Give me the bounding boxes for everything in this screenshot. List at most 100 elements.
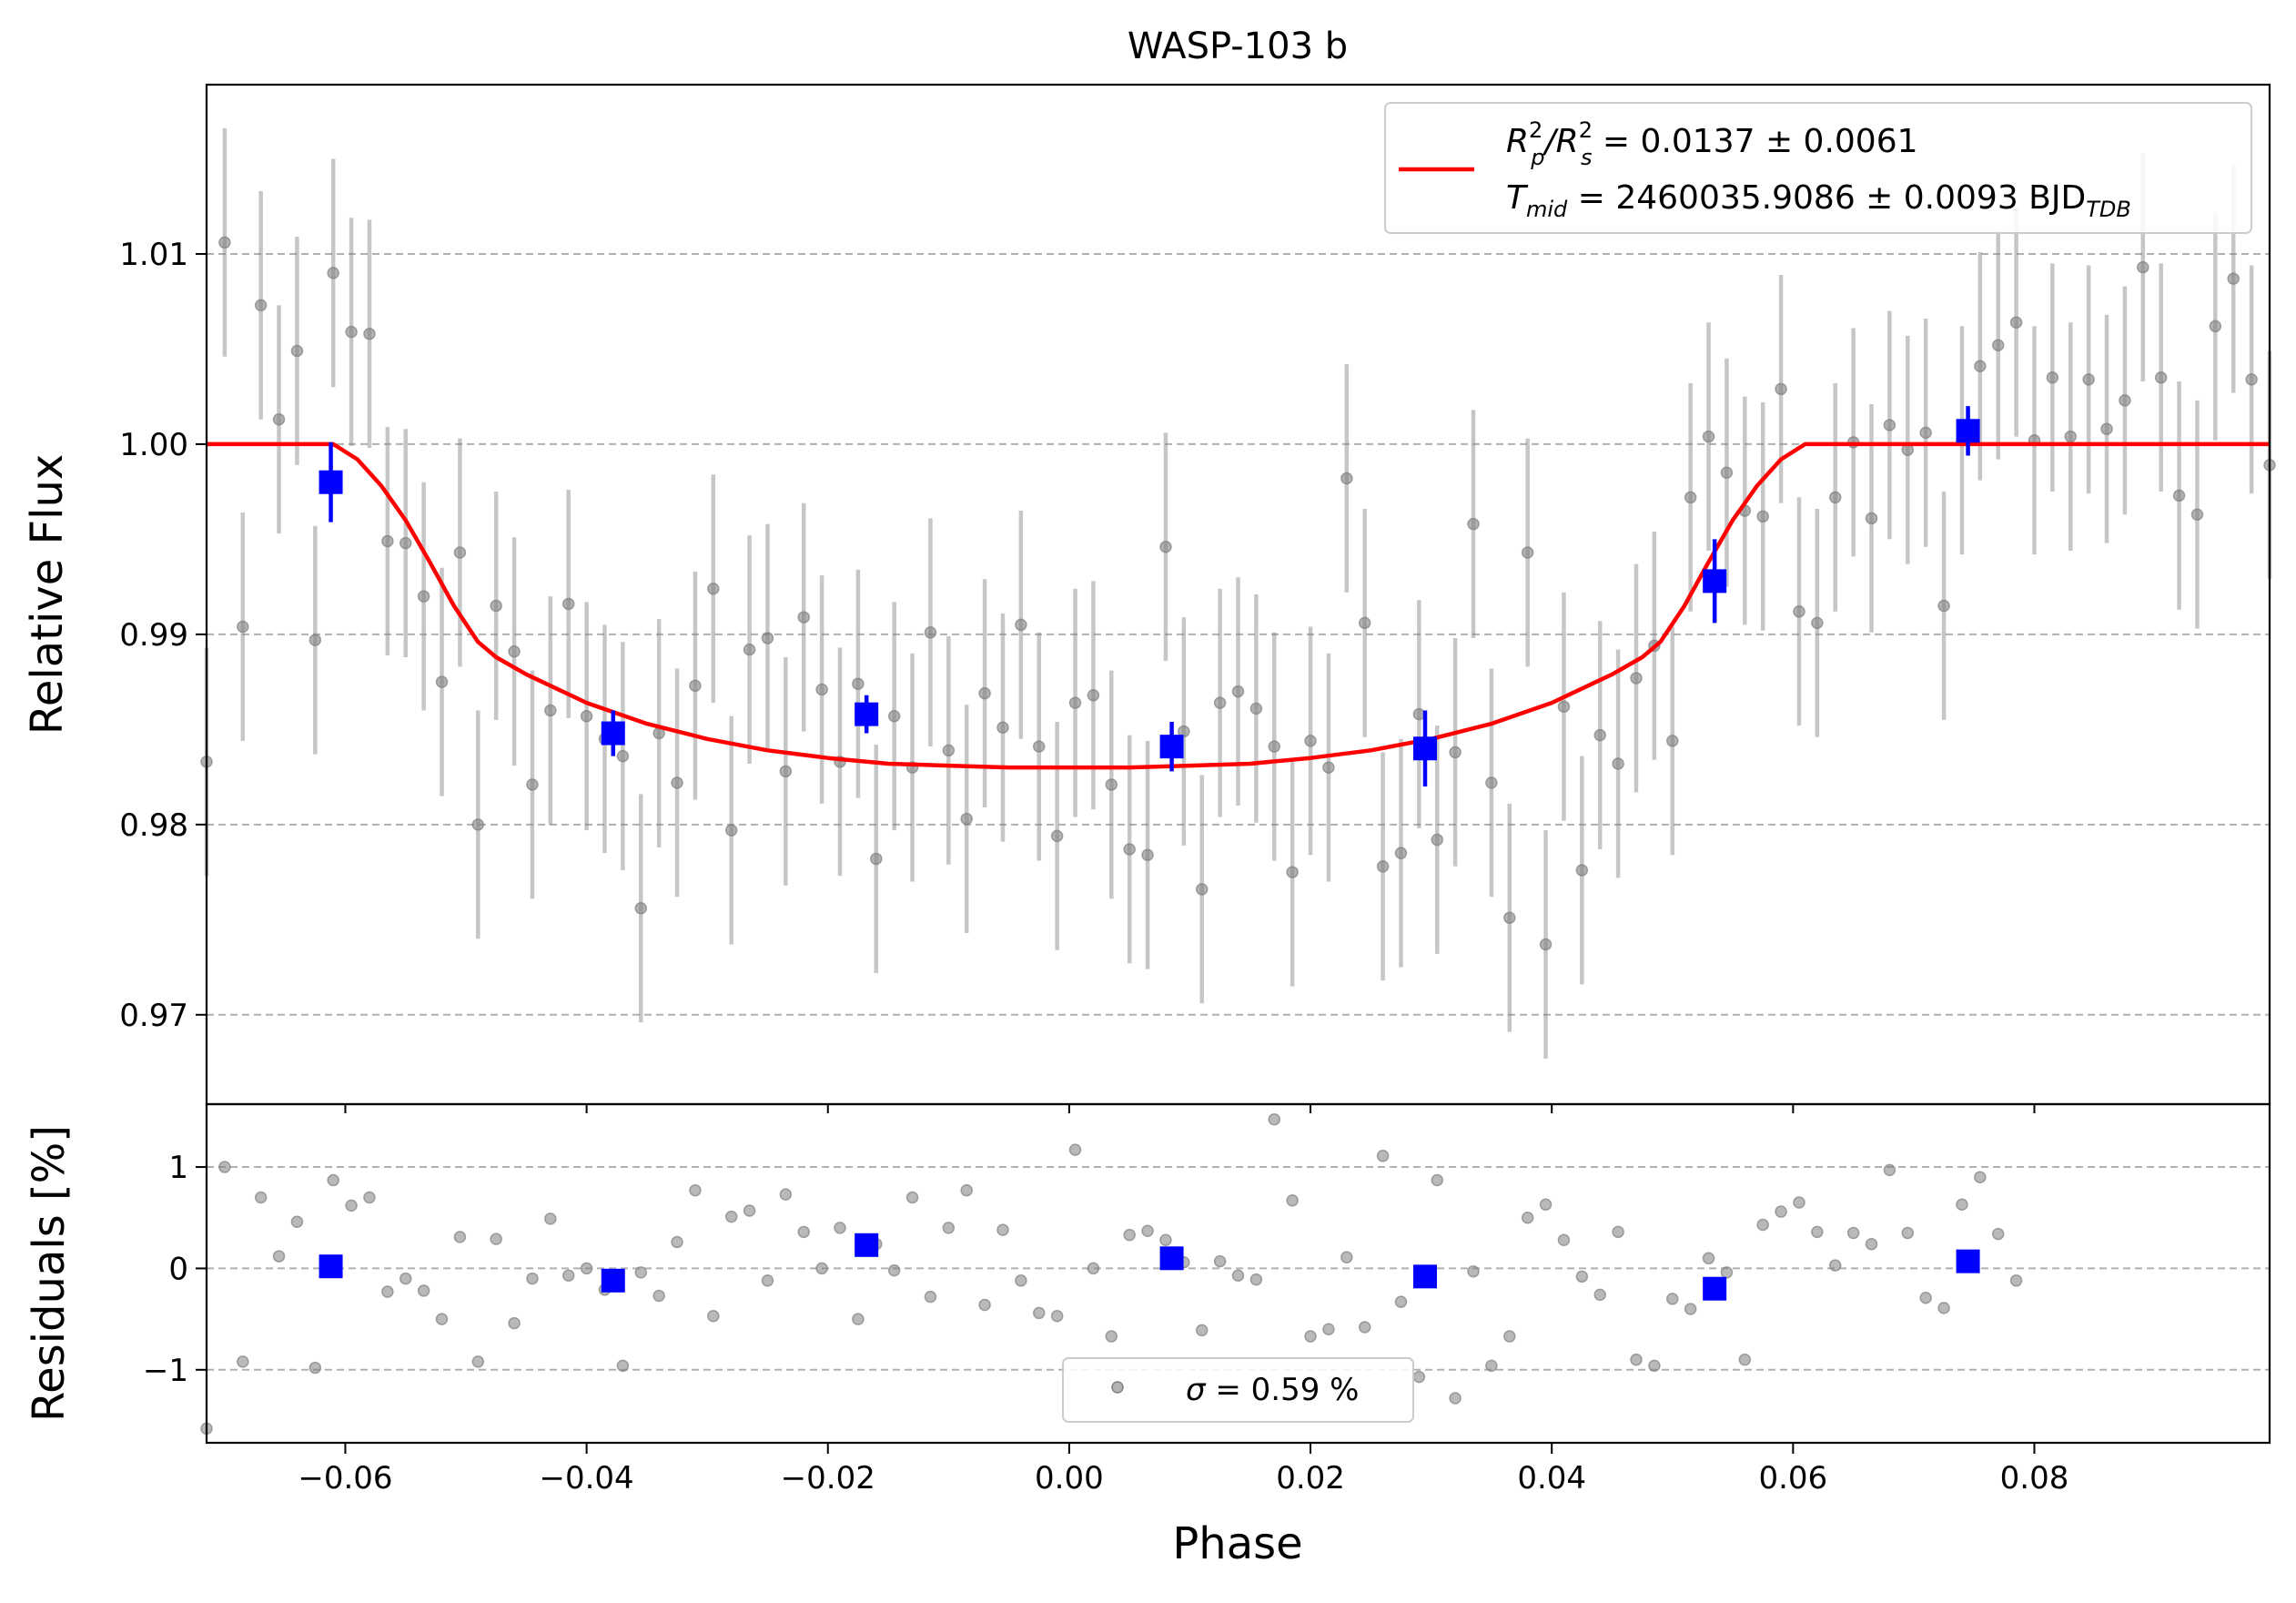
raw-residual-point-20 (561, 1269, 575, 1282)
raw-residual-point-75 (1557, 1233, 1571, 1246)
raw-residual-point-67 (1412, 1370, 1426, 1384)
raw-flux-point-95 (1919, 426, 1932, 440)
raw-residual-point-66 (1394, 1295, 1408, 1308)
raw-flux-point-61 (1304, 735, 1317, 747)
raw-flux-point-40 (924, 626, 937, 639)
legend-t: T (1506, 179, 1529, 217)
raw-flux-point-99 (1991, 339, 2005, 352)
binned-residual-point-6 (1956, 1249, 1980, 1273)
raw-residual-point-58 (1249, 1273, 1263, 1286)
raw-flux-point-68 (1431, 833, 1443, 847)
raw-flux-point-46 (1033, 740, 1046, 753)
raw-residual-point-50 (1105, 1330, 1118, 1343)
raw-residual-point-29 (724, 1210, 738, 1223)
raw-residual-point-62 (1322, 1323, 1335, 1336)
raw-residual-point-59 (1268, 1112, 1281, 1126)
raw-flux-point-44 (996, 721, 1009, 735)
raw-residual-point-63 (1340, 1251, 1353, 1263)
raw-residual-point-52 (1141, 1224, 1154, 1237)
raw-flux-point-50 (1105, 778, 1118, 791)
raw-flux-point-37 (870, 852, 883, 866)
raw-flux-point-26 (671, 776, 683, 789)
bottom-y-axis-label: Residuals [%] (24, 1125, 75, 1422)
raw-residual-point-6 (308, 1361, 322, 1375)
raw-flux-point-54 (1178, 725, 1190, 738)
transit-model-line (207, 441, 2270, 770)
raw-residual-point-38 (887, 1263, 901, 1277)
binned-residual-point-1 (601, 1268, 625, 1293)
raw-residual-point-51 (1123, 1228, 1136, 1242)
raw-flux-point-105 (2100, 422, 2113, 435)
raw-flux-point-74 (1539, 938, 1553, 951)
x-axis-ticks: −0.06 −0.04 −0.02 0.00 0.02 0.04 0.06 0.08 (298, 1104, 2068, 1496)
raw-residual-point-30 (743, 1204, 756, 1217)
raw-flux-point-1 (218, 236, 231, 249)
raw-residual-point-8 (345, 1199, 358, 1212)
raw-flux-point-19 (544, 704, 557, 717)
raw-flux-point-32 (779, 765, 793, 778)
raw-flux-point-103 (2064, 430, 2078, 443)
raw-residual-point-45 (1015, 1274, 1027, 1287)
raw-residual-point-9 (363, 1191, 376, 1204)
top-y-tick-label-3: 1.00 (119, 427, 188, 463)
raw-flux-point-4 (272, 413, 286, 426)
x-tick-label-0: −0.06 (298, 1460, 392, 1496)
raw-flux-point-43 (978, 686, 991, 700)
raw-flux-point-90 (1828, 491, 1842, 504)
raw-flux-point-88 (1793, 605, 1805, 618)
raw-flux-point-3 (254, 299, 268, 312)
raw-flux-point-69 (1449, 746, 1462, 759)
raw-flux-point-41 (942, 744, 956, 757)
raw-residual-point-39 (905, 1191, 919, 1204)
raw-flux-point-23 (616, 749, 630, 763)
raw-residual-point-43 (978, 1298, 991, 1312)
raw-flux-point-93 (1883, 419, 1896, 431)
raw-flux-point-7 (327, 267, 339, 279)
x-tick-label-3: 0.00 (1035, 1460, 1104, 1496)
raw-flux-point-86 (1756, 510, 1769, 523)
raw-residual-point-60 (1286, 1194, 1299, 1207)
raw-flux-point-109 (2172, 489, 2186, 502)
raw-residual-point-10 (381, 1285, 394, 1298)
raw-residual-point-90 (1828, 1259, 1842, 1272)
raw-residual-point-80 (1648, 1359, 1661, 1373)
bottom-panel-frame (205, 1102, 2271, 1445)
raw-flux-point-83 (1702, 430, 1715, 443)
top-y-tick-label-1: 0.98 (119, 807, 188, 844)
bottom-legend: σ = 0.59 % (1062, 1357, 1414, 1423)
raw-flux-point-79 (1630, 672, 1643, 685)
binned-residual-points (319, 1233, 1980, 1301)
raw-residual-point-18 (526, 1272, 539, 1285)
raw-residual-point-23 (616, 1359, 630, 1373)
raw-flux-point-66 (1394, 847, 1408, 859)
raw-residual-point-19 (544, 1212, 557, 1225)
raw-flux-point-14 (453, 546, 467, 559)
legend-depth-value: = 0.0137 ± 0.0061 (1592, 123, 1917, 160)
raw-residual-point-85 (1738, 1353, 1752, 1366)
raw-residual-point-17 (508, 1316, 521, 1330)
raw-flux-point-82 (1684, 491, 1697, 504)
raw-flux-point-56 (1213, 696, 1227, 709)
raw-residual-point-14 (453, 1231, 467, 1243)
binned-flux-point-1 (601, 721, 625, 746)
binned-flux-point-3 (1159, 735, 1184, 759)
raw-flux-point-112 (2227, 272, 2240, 285)
raw-residual-point-16 (490, 1233, 502, 1245)
raw-flux-point-77 (1593, 728, 1606, 742)
raw-residual-point-40 (924, 1290, 937, 1304)
raw-flux-point-60 (1286, 866, 1299, 878)
raw-residual-point-99 (1991, 1227, 2005, 1241)
raw-flux-point-55 (1195, 883, 1209, 896)
raw-residual-point-2 (237, 1355, 249, 1368)
raw-flux-point-10 (381, 534, 394, 548)
raw-residual-point-26 (671, 1235, 683, 1249)
binned-flux-point-5 (1703, 569, 1727, 594)
raw-residual-point-27 (689, 1183, 702, 1197)
raw-residual-point-69 (1449, 1392, 1462, 1405)
raw-residual-point-25 (652, 1289, 665, 1303)
raw-residual-point-34 (815, 1262, 828, 1275)
raw-flux-point-72 (1503, 911, 1516, 924)
raw-residual-point-97 (1956, 1198, 1968, 1212)
raw-residual-point-86 (1756, 1218, 1769, 1232)
